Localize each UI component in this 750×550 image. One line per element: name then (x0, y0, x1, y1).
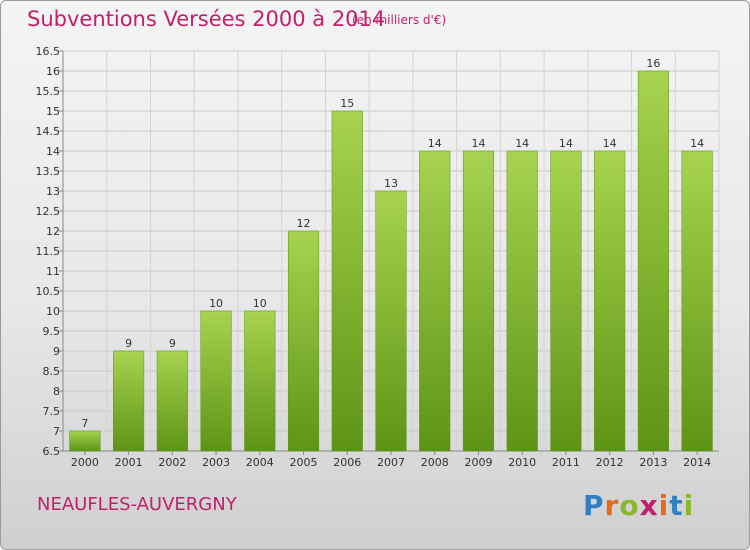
logo-letter: t (669, 489, 684, 522)
bar-value-label: 10 (209, 297, 223, 310)
y-tick-label: 6.5 (43, 445, 61, 458)
y-tick-label: 7.5 (43, 405, 61, 418)
bar (681, 150, 713, 452)
y-tick-label: 13.5 (36, 165, 61, 178)
bar-value-label: 9 (169, 337, 176, 350)
chart-title: Subventions Versées 2000 à 2014 (27, 7, 386, 31)
x-tick-label: 2014 (683, 456, 711, 469)
y-tick-label: 10 (46, 305, 60, 318)
y-tick-label: 12.5 (36, 205, 61, 218)
bar (550, 150, 582, 452)
x-tick-label: 2009 (464, 456, 492, 469)
logo-letter: i (683, 489, 695, 522)
y-tick-label: 13 (46, 185, 60, 198)
bar-value-label: 14 (471, 137, 485, 150)
bar-value-label: 13 (384, 177, 398, 190)
y-tick-label: 15.5 (36, 85, 61, 98)
y-tick-label: 16 (46, 65, 60, 78)
bar (113, 350, 145, 452)
x-tick-label: 2011 (552, 456, 580, 469)
bars (69, 70, 713, 452)
bar-value-label: 14 (690, 137, 704, 150)
x-tick-label: 2010 (508, 456, 536, 469)
y-tick-label: 12 (46, 225, 60, 238)
bar-value-label: 14 (559, 137, 573, 150)
logo-letter: r (604, 489, 620, 522)
logo-letter: x (639, 489, 659, 522)
y-tick-label: 14.5 (36, 125, 61, 138)
bar (156, 350, 188, 452)
x-tick-label: 2006 (333, 456, 361, 469)
logo-letter: o (619, 489, 640, 522)
bar (287, 230, 320, 452)
labels: 6.5 7 7.5 8 8.5 9 9.5 10 10.5 11 11.5 12 12.5 13 13.5 1… (36, 45, 712, 469)
bar-value-label: 12 (297, 217, 311, 230)
bar-value-label: 15 (340, 97, 354, 110)
logo-letter: P (583, 489, 605, 522)
chart-subtitle: (en milliers d'€) (352, 13, 447, 27)
x-tick-label: 2000 (71, 456, 99, 469)
y-tick-label: 8.5 (43, 365, 61, 378)
x-tick-label: 2008 (421, 456, 449, 469)
bar-value-label: 14 (428, 137, 442, 150)
y-tick-label: 15 (46, 105, 60, 118)
logo-letter: i (658, 489, 670, 522)
y-tick-label: 8 (53, 385, 60, 398)
bar (200, 310, 232, 452)
commune-name: NEAUFLES-AUVERGNY (37, 494, 237, 515)
bar-value-label: 7 (81, 417, 88, 430)
x-tick-label: 2012 (596, 456, 624, 469)
x-tick-label: 2013 (639, 456, 667, 469)
bar (331, 110, 363, 452)
y-tick-label: 16.5 (36, 45, 61, 58)
y-tick-label: 7 (53, 425, 60, 438)
bar (69, 430, 101, 452)
x-tick-label: 2005 (290, 456, 318, 469)
y-tick-label: 14 (46, 145, 60, 158)
bar (462, 150, 495, 452)
y-tick-label: 11.5 (36, 245, 61, 258)
bar-value-label: 14 (603, 137, 617, 150)
proxiti-logo: Proxiti (583, 489, 694, 522)
x-tick-label: 2003 (202, 456, 230, 469)
x-tick-label: 2007 (377, 456, 405, 469)
x-tick-label: 2001 (115, 456, 143, 469)
y-tick-label: 11 (46, 265, 60, 278)
bar-value-label: 14 (515, 137, 529, 150)
x-tick-label: 2002 (158, 456, 186, 469)
bar (419, 150, 451, 452)
bar-value-label: 10 (253, 297, 267, 310)
bar (637, 70, 669, 452)
bar-value-label: 9 (125, 337, 132, 350)
bar (506, 150, 538, 452)
bar (375, 190, 407, 452)
bar (244, 310, 276, 452)
x-tick-label: 2004 (246, 456, 274, 469)
y-tick-label: 9.5 (43, 325, 61, 338)
y-tick-label: 10.5 (36, 285, 61, 298)
bar-value-label: 16 (646, 57, 660, 70)
bar (594, 150, 626, 452)
y-tick-label: 9 (53, 345, 60, 358)
